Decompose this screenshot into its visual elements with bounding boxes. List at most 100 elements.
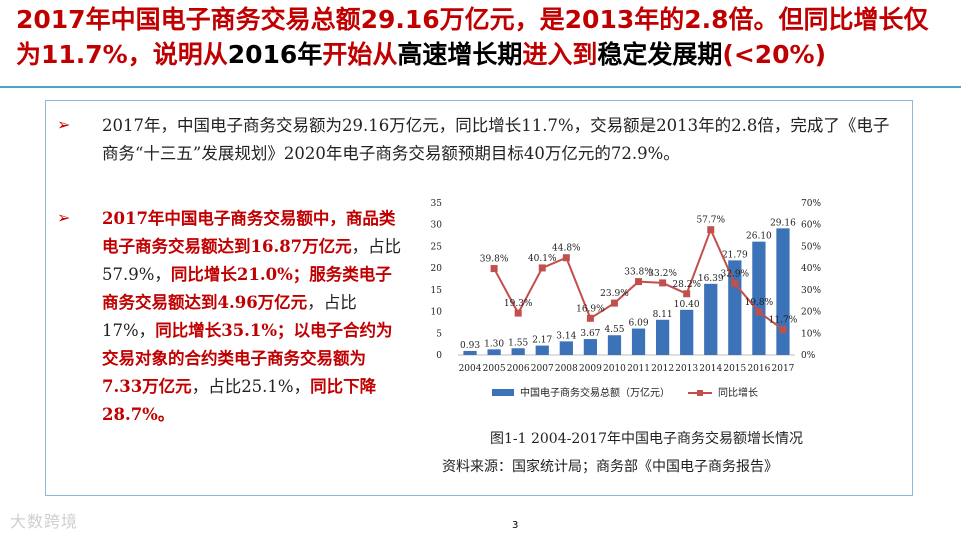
bar-data-label: 16.39: [698, 274, 724, 284]
y-right-tick-label: 30%: [801, 286, 821, 296]
growth-data-label: 32.9%: [721, 270, 750, 280]
breakdown-part-1: ，占比57.9%，: [102, 237, 402, 284]
breakdown-part-4: 同比增长35.1%；以电子合约为交易对象的合约类电子商务交易额为7.33万亿元: [102, 321, 393, 396]
breakdown-part-5: ，占比25.1%，: [191, 377, 311, 396]
legend-line-marker: [697, 390, 703, 396]
title-part-3: 高速增长期: [397, 40, 523, 69]
bar: [583, 339, 598, 355]
title-part-2: 开始从: [322, 40, 398, 69]
y-right-tick-label: 50%: [801, 242, 821, 252]
bar-data-label: 4.55: [604, 325, 624, 335]
bar-data-label: 0.93: [460, 341, 480, 351]
growth-point: [538, 264, 546, 272]
growth-point: [514, 309, 522, 317]
legend-bar-label: 中国电子商务交易总额（万亿元）: [520, 386, 670, 399]
figure-source: 资料来源：国家统计局；商务部《中国电子商务报告》: [442, 459, 778, 475]
x-tick-label: 2016: [747, 364, 770, 374]
growth-data-label: 28.2%: [672, 280, 701, 290]
growth-data-label: 33.8%: [624, 268, 653, 278]
y-right-tick-label: 60%: [801, 221, 821, 231]
growth-point: [707, 226, 715, 234]
y-left-tick-label: 30: [431, 221, 443, 231]
x-tick-label: 2013: [675, 364, 698, 374]
legend-line-label: 同比增长: [718, 386, 758, 399]
growth-data-label: 11.7%: [769, 316, 798, 326]
bar: [511, 348, 525, 355]
paragraph-breakdown: 2017年中国电子商务交易额中，商品类电子商务交易额达到16.87万亿元，占比5…: [102, 205, 402, 429]
slide-title: 2017年中国电子商务交易总额29.16万亿元，是2013年的2.8倍。但同比增…: [16, 2, 946, 72]
y-right-tick-label: 0%: [801, 351, 816, 361]
watermark-logo: 大数跨境: [10, 512, 79, 531]
breakdown-part-0: 2017年中国电子商务交易额中，商品类电子商务交易额达到16.87万亿元: [102, 209, 396, 256]
bar-data-label: 8.11: [653, 310, 673, 320]
breakdown-part-6: 同比下降28.7%。: [102, 377, 377, 424]
growth-data-label: 39.8%: [480, 255, 509, 265]
growth-data-label: 19.3%: [504, 299, 533, 309]
x-tick-label: 2017: [772, 364, 795, 374]
bar: [680, 309, 694, 355]
bar-data-label: 3.67: [580, 329, 600, 339]
y-right-tick-label: 40%: [801, 264, 821, 274]
title-part-6: (<20%): [722, 40, 827, 69]
bar: [631, 328, 646, 355]
breakdown-part-2: 同比增长21.0%；服务类电子商务交易额达到4.96万亿元: [102, 265, 392, 312]
bar: [463, 350, 477, 355]
growth-point: [490, 265, 498, 273]
x-tick-label: 2014: [699, 364, 722, 374]
bullet-marker-1: ➢: [57, 115, 71, 134]
y-left-tick-label: 0: [436, 351, 442, 361]
growth-point: [659, 279, 667, 287]
y-right-tick-label: 70%: [801, 199, 821, 209]
x-tick-label: 2008: [555, 364, 578, 374]
bar: [704, 283, 718, 355]
x-tick-label: 2010: [603, 364, 626, 374]
page-number: 3: [512, 520, 519, 531]
breakdown-part-3: ，占比17%，: [102, 293, 357, 340]
bar: [776, 228, 790, 355]
growth-data-label: 57.7%: [696, 216, 725, 226]
title-part-1: 2016年: [227, 40, 323, 69]
bar: [487, 349, 501, 355]
growth-point: [610, 299, 618, 307]
x-tick-label: 2012: [651, 364, 674, 374]
growth-data-label: 23.9%: [600, 289, 629, 299]
y-left-tick-label: 25: [431, 242, 443, 252]
growth-point: [779, 326, 787, 334]
bar-data-label: 21.79: [722, 250, 748, 260]
growth-point: [731, 280, 739, 288]
title-part-0: 2017年中国电子商务交易总额29.16万亿元，是2013年的2.8倍。但同比增…: [16, 5, 929, 69]
bar-data-label: 26.10: [746, 232, 772, 242]
bar: [535, 345, 549, 355]
growth-data-label: 19.8%: [745, 298, 774, 308]
growth-point: [635, 278, 643, 286]
content-box: [45, 100, 913, 496]
x-tick-label: 2009: [579, 364, 602, 374]
y-right-tick-label: 10%: [801, 329, 821, 339]
bar: [607, 335, 622, 355]
growth-point: [562, 254, 570, 262]
y-left-tick-label: 15: [431, 286, 443, 296]
bar: [655, 319, 670, 355]
bar-data-label: 1.30: [484, 339, 504, 349]
bar-data-label: 29.16: [770, 218, 796, 228]
y-left-tick-label: 5: [436, 329, 442, 339]
bar: [752, 241, 766, 355]
growth-point: [586, 314, 594, 322]
growth-data-label: 33.2%: [648, 269, 677, 279]
bar: [559, 341, 573, 355]
title-part-4: 进入到: [522, 40, 598, 69]
growth-point: [683, 290, 691, 298]
title-part-5: 稳定发展期: [597, 40, 723, 69]
bar-data-label: 1.55: [508, 338, 528, 348]
title-divider: [0, 86, 961, 88]
x-tick-label: 2005: [483, 364, 506, 374]
chart-svg: 0 5 10 15 20 25 30 35 0% 10% 20% 30% 40% 50% 60% 70% 0.9…: [431, 199, 822, 399]
x-tick-label: 2004: [459, 364, 482, 374]
bar-data-label: 2.17: [532, 336, 552, 346]
y-right-tick-label: 20%: [801, 308, 821, 318]
x-tick-label: 2011: [627, 364, 650, 374]
bar-data-label: 10.40: [674, 300, 700, 310]
bar-data-label: 6.09: [629, 319, 649, 329]
x-tick-label: 2015: [723, 364, 746, 374]
growth-data-label: 40.1%: [528, 254, 557, 264]
